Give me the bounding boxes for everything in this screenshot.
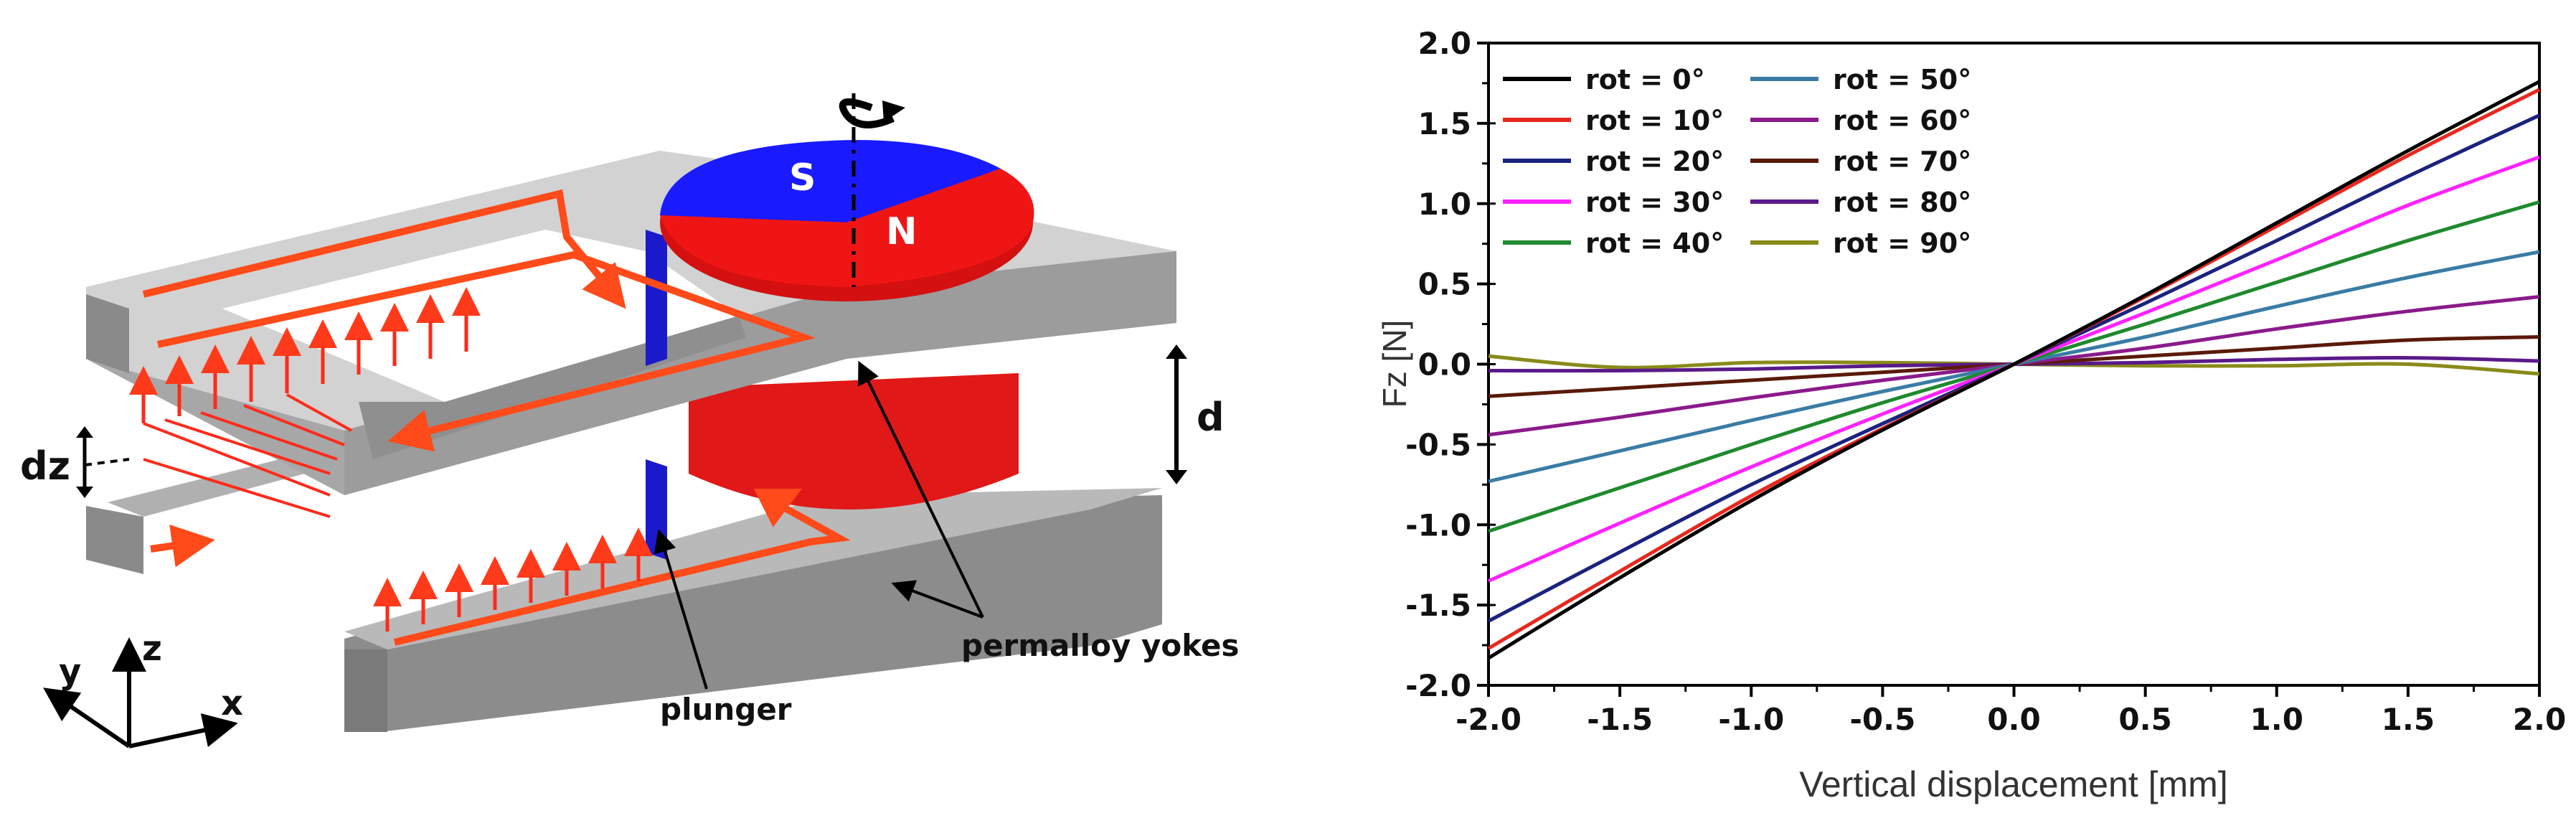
plunger-callout: plunger xyxy=(654,529,792,727)
magnet-disk: S N xyxy=(660,93,1034,301)
axis-label-y: y xyxy=(59,652,81,692)
x-tick-label: 2.0 xyxy=(2513,702,2566,737)
y-axis-ticks: 2.0 1.5 1.0 0.5 0.0 -0.5 -1.0 -1.5 -2.0 xyxy=(1405,26,1496,703)
x-tick-label: 0.5 xyxy=(2118,702,2171,737)
x-tick-label: 1.5 xyxy=(2382,702,2435,737)
rotation-arrow-icon xyxy=(839,98,905,128)
x-tick-label: -2.0 xyxy=(1456,702,1521,737)
y-tick-label: 0.0 xyxy=(1418,347,1471,382)
y-tick-label: -0.5 xyxy=(1405,427,1471,462)
legend-label: rot = 80° xyxy=(1833,187,1971,218)
series-lines xyxy=(1487,80,2541,660)
field-arrows-diagonal xyxy=(143,393,352,518)
force-displacement-chart: 2.0 1.5 1.0 0.5 0.0 -0.5 -1.0 -1.5 -2.0 -2.0 -1.5… xyxy=(1376,26,2566,804)
y-tick-label: 1.0 xyxy=(1418,187,1471,222)
legend-label: rot = 60° xyxy=(1833,105,1971,136)
label-plunger: plunger xyxy=(660,692,792,727)
legend-label: rot = 10° xyxy=(1585,105,1724,136)
legend-label: rot = 20° xyxy=(1585,146,1724,177)
y-tick-label: 1.5 xyxy=(1418,106,1471,141)
label-dz: dz xyxy=(20,443,70,489)
legend-label: rot = 30° xyxy=(1585,187,1724,218)
field-arrows-lower xyxy=(373,527,653,632)
legend-label: rot = 70° xyxy=(1833,146,1971,177)
displacement-dimension-dz: dz xyxy=(20,426,130,498)
field-arrows-upper xyxy=(129,287,481,423)
legend-label: rot = 0° xyxy=(1585,64,1705,95)
legend: rot = 0° rot = 10° rot = 20° rot = 30° rot =… xyxy=(1503,64,1971,259)
x-tick-label: 1.0 xyxy=(2250,702,2303,737)
series-line xyxy=(1487,80,2541,660)
legend-label: rot = 50° xyxy=(1833,64,1971,95)
coordinate-axes: z x y xyxy=(43,629,243,748)
north-pole-label: N xyxy=(886,210,917,253)
label-permalloy-yokes: permalloy yokes xyxy=(961,628,1240,663)
south-pole-label: S xyxy=(789,156,816,199)
y-tick-label: 0.5 xyxy=(1418,267,1471,302)
yokes-callout: permalloy yokes xyxy=(858,360,1240,663)
y-tick-label: -1.0 xyxy=(1405,507,1471,543)
x-tick-label: -1.5 xyxy=(1587,702,1653,737)
x-tick-label: -0.5 xyxy=(1849,702,1915,737)
x-tick-label: -1.0 xyxy=(1718,702,1784,737)
legend-label: rot = 40° xyxy=(1585,227,1724,259)
legend-label: rot = 90° xyxy=(1833,227,1971,259)
axis-label-z: z xyxy=(142,629,162,669)
y-tick-label: -2.0 xyxy=(1405,668,1471,703)
gap-dimension-d: d xyxy=(1166,344,1225,484)
y-axis-label: Fz [N] xyxy=(1376,320,1413,408)
y-tick-label: -1.5 xyxy=(1405,588,1471,623)
device-illustration: S N xyxy=(20,93,1240,748)
x-axis-ticks: -2.0 -1.5 -1.0 -0.5 0.0 0.5 1.0 1.5 2.0 xyxy=(1456,685,2566,737)
y-tick-label: 2.0 xyxy=(1418,26,1471,61)
x-axis-label: Vertical displacement [mm] xyxy=(1799,764,2227,804)
label-d: d xyxy=(1197,395,1225,440)
axis-label-x: x xyxy=(221,683,243,723)
x-tick-label: 0.0 xyxy=(1987,702,2040,737)
